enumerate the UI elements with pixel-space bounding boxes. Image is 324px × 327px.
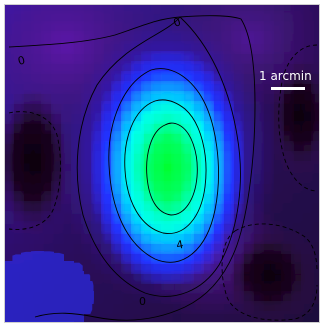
contour-line bbox=[221, 230, 318, 321]
contour-line bbox=[8, 15, 256, 321]
contour-labels: 0 0 0 4 bbox=[16, 15, 184, 308]
contour-label: 0 bbox=[172, 15, 183, 30]
scale-bar bbox=[271, 87, 305, 90]
intensity-map-frame: 0 0 0 4 1 arcmin bbox=[4, 4, 320, 323]
intensity-map: 0 0 0 4 bbox=[5, 5, 319, 322]
contour-line bbox=[278, 44, 318, 192]
contour-line bbox=[124, 99, 207, 234]
contour-label: 0 bbox=[139, 295, 146, 308]
heatmap-layer bbox=[5, 5, 319, 322]
contour-line bbox=[76, 16, 241, 297]
contour-label: 4 bbox=[175, 238, 184, 252]
contour-label: 0 bbox=[16, 54, 26, 68]
contour-line bbox=[108, 68, 219, 263]
contour-line bbox=[8, 111, 61, 230]
contour-lines bbox=[8, 15, 318, 321]
contour-line bbox=[234, 223, 318, 272]
contour-line bbox=[146, 122, 198, 216]
scale-bar-label: 1 arcmin bbox=[259, 69, 312, 83]
